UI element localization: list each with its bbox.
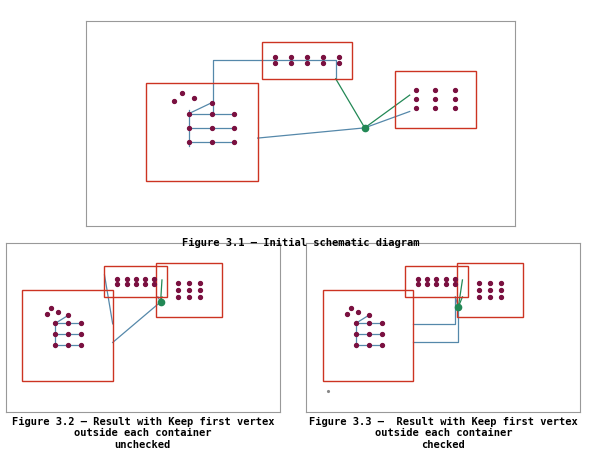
Bar: [23, 290, 112, 381]
Text: Figure 3.2 – Result with Keep first vertex
outside each container
unchecked: Figure 3.2 – Result with Keep first vert…: [11, 416, 274, 450]
Text: Figure 3.1 – Initial schematic diagram: Figure 3.1 – Initial schematic diagram: [181, 238, 419, 248]
Text: Figure 3.3 –  Result with Keep first vertex
outside each container
checked: Figure 3.3 – Result with Keep first vert…: [309, 416, 578, 450]
Bar: [405, 267, 468, 297]
Bar: [262, 42, 352, 79]
Bar: [105, 267, 167, 297]
Bar: [394, 70, 476, 128]
Bar: [156, 263, 222, 317]
Bar: [146, 83, 258, 181]
Bar: [323, 290, 413, 381]
Bar: [457, 263, 522, 317]
